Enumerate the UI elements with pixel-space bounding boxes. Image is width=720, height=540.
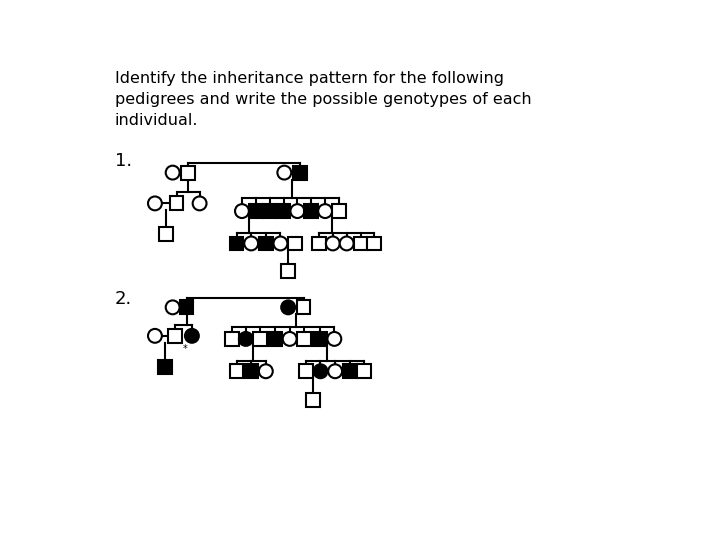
Bar — [357, 364, 372, 378]
Text: Identify the inheritance pattern for the following
pedigrees and write the possi: Identify the inheritance pattern for the… — [115, 71, 531, 128]
Text: *: * — [183, 343, 187, 354]
Circle shape — [259, 364, 273, 378]
Bar — [297, 300, 310, 314]
Bar — [297, 332, 311, 346]
Circle shape — [166, 166, 179, 179]
Bar — [230, 237, 243, 251]
Circle shape — [185, 329, 199, 343]
Circle shape — [326, 237, 340, 251]
Bar — [181, 166, 195, 179]
Circle shape — [274, 237, 287, 251]
Bar — [259, 237, 273, 251]
Circle shape — [193, 197, 207, 211]
Circle shape — [244, 237, 258, 251]
Circle shape — [283, 332, 297, 346]
Circle shape — [328, 332, 341, 346]
Bar — [244, 364, 258, 378]
Circle shape — [282, 300, 295, 314]
Bar — [276, 204, 290, 218]
Bar — [305, 204, 318, 218]
Bar — [312, 237, 326, 251]
Circle shape — [290, 204, 305, 218]
Text: 2.: 2. — [115, 289, 132, 308]
Circle shape — [318, 204, 332, 218]
Bar — [159, 227, 173, 241]
Bar — [293, 166, 307, 179]
Bar — [343, 364, 356, 378]
Bar — [170, 197, 184, 211]
Circle shape — [148, 329, 162, 343]
Bar — [168, 329, 182, 343]
Bar — [263, 204, 276, 218]
Circle shape — [166, 300, 179, 314]
Circle shape — [328, 364, 342, 378]
Circle shape — [340, 237, 354, 251]
Bar — [299, 364, 312, 378]
Circle shape — [277, 166, 291, 179]
Circle shape — [314, 364, 328, 378]
Bar — [230, 364, 243, 378]
Bar — [332, 204, 346, 218]
Bar — [288, 237, 302, 251]
Bar — [281, 264, 294, 278]
Circle shape — [148, 197, 162, 211]
Bar — [354, 237, 367, 251]
Circle shape — [239, 332, 253, 346]
Circle shape — [235, 204, 249, 218]
Bar — [306, 393, 320, 407]
Bar — [312, 332, 327, 346]
Bar — [249, 204, 263, 218]
Text: 1.: 1. — [115, 152, 132, 170]
Bar — [367, 237, 382, 251]
Bar — [158, 360, 172, 374]
Bar — [179, 300, 194, 314]
Bar — [253, 332, 266, 346]
Bar — [225, 332, 239, 346]
Bar — [268, 332, 282, 346]
